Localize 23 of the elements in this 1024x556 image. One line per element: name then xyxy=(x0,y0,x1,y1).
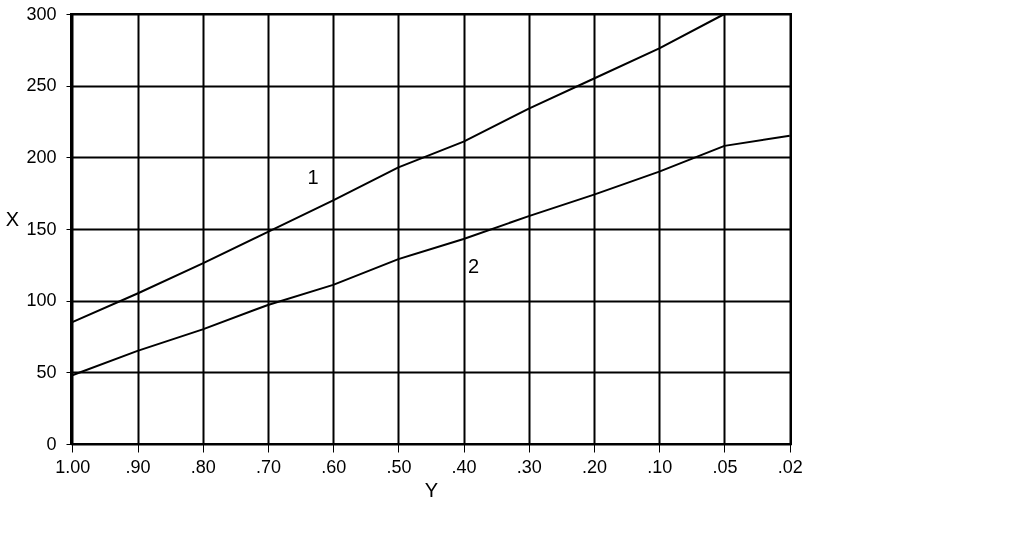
y-tick-label: 0 xyxy=(46,433,57,454)
y-tick-label: 300 xyxy=(26,3,57,24)
y-tick-label: 150 xyxy=(26,218,57,239)
x-tick-label: .70 xyxy=(255,456,281,477)
x-tick-label: .05 xyxy=(712,456,738,477)
x-tick-label: .60 xyxy=(321,456,347,477)
y-tick-label: 50 xyxy=(36,361,57,382)
y-tick-label: 200 xyxy=(26,146,57,167)
x-tick-label: .02 xyxy=(777,456,803,477)
x-tick-label: .40 xyxy=(451,456,477,477)
x-tick-label: .80 xyxy=(190,456,216,477)
x-tick-label: .90 xyxy=(125,456,151,477)
y-tick-label: 100 xyxy=(26,290,57,311)
x-axis-title: Y xyxy=(424,478,439,501)
x-tick-label: .20 xyxy=(582,456,608,477)
y-tick-label: 250 xyxy=(26,75,57,96)
y-axis-title: X xyxy=(5,207,20,230)
x-tick-label: .30 xyxy=(516,456,542,477)
series-label: 2 xyxy=(468,255,480,278)
series-label: 1 xyxy=(307,166,319,189)
x-tick-label: .10 xyxy=(647,456,673,477)
x-tick-label: 1.00 xyxy=(55,456,91,477)
x-tick-label: .50 xyxy=(386,456,412,477)
